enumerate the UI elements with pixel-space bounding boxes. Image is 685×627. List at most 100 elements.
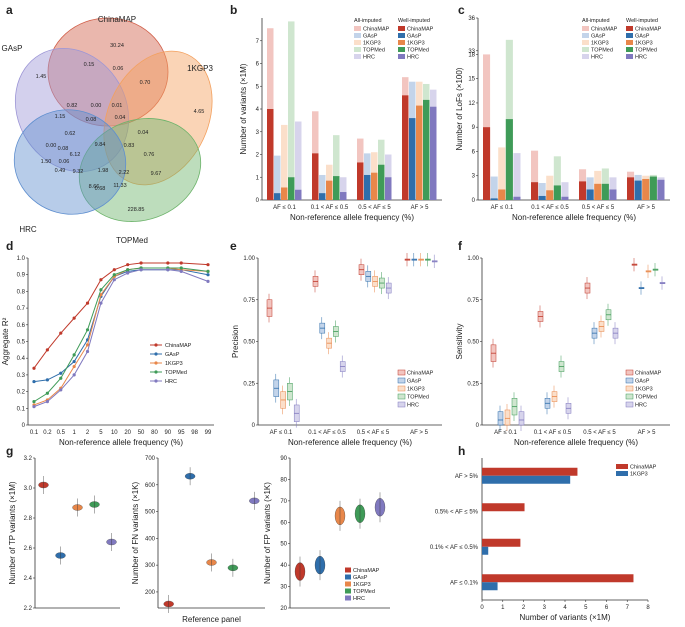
- chart-h-category-label: AF > 5%: [455, 474, 479, 480]
- chart-b-bar-well: [364, 174, 371, 200]
- chart-d-point: [45, 348, 49, 352]
- chart-g3-ytick-label: 30: [280, 585, 287, 591]
- chart-f-legend-swatch: [625, 393, 634, 400]
- chart-c-bar-well: [642, 178, 650, 200]
- chart-c-xlabel: Non-reference allele frequency (%): [512, 213, 636, 222]
- chart-d-ytick-label: 0.2: [17, 390, 26, 396]
- chart-e-legend-label: TOPMed: [407, 395, 429, 401]
- legend-all-title: All-imputed: [582, 18, 610, 24]
- chart-e-ytick-label: 0.50: [243, 340, 255, 346]
- chart-g1-ytick-label: 2.2: [24, 606, 33, 612]
- chart-e-ytick-label: 1.00: [243, 256, 255, 262]
- chart-f-xtick-label: 0.1 < AF ≤ 0.5: [534, 430, 572, 436]
- chart-d-point: [112, 278, 116, 282]
- legend-swatch-all: [354, 54, 361, 59]
- chart-d-point: [59, 371, 63, 375]
- chart-g-legend-swatch: [345, 567, 351, 573]
- chart-d-point: [59, 331, 63, 335]
- legend-swatch-all: [354, 47, 361, 52]
- chart-b-bar-well: [371, 172, 378, 200]
- chart-h-bar: [482, 582, 498, 591]
- legend-label-all: TOPMed: [363, 48, 385, 54]
- chart-d-line: [33, 262, 209, 369]
- panel-label-a: a: [6, 3, 13, 17]
- chart-g2-ytick-label: 200: [145, 590, 156, 596]
- chart-d-point: [45, 391, 49, 395]
- chart-h-xtick-label: 0: [480, 605, 484, 611]
- chart-g-legend-label: GAsP: [353, 575, 368, 581]
- chart-h-xtick-label: 5: [584, 605, 588, 611]
- chart-c-ytick-label: 0: [472, 198, 476, 204]
- venn-value: 0.70: [140, 80, 151, 86]
- chart-d-legend-label: TOPMed: [165, 370, 187, 376]
- chart-e-legend-swatch: [397, 369, 406, 376]
- chart-h-xtick-label: 6: [605, 605, 609, 611]
- chart-c-bar-well: [483, 127, 491, 200]
- venn-value: 9.67: [151, 171, 162, 177]
- venn-value: 0.08: [58, 146, 69, 152]
- legend-label-well: ChinaMAP: [635, 27, 662, 33]
- chart-d-line: [33, 267, 209, 403]
- chart-d-legend-label: GAsP: [165, 352, 180, 358]
- chart-c-bar-all: [586, 177, 594, 200]
- chart-g2-ylabel: Number of FN variants (×1K): [131, 481, 140, 584]
- chart-f-box: [518, 411, 525, 426]
- chart-e-legend-swatch: [397, 401, 406, 408]
- chart-g1-ytick-label: 2.6: [24, 546, 33, 552]
- chart-d-point: [206, 279, 210, 283]
- chart-b-bar-well: [267, 109, 274, 200]
- chart-b-bar-all: [340, 177, 347, 200]
- chart-c-bar-well: [553, 185, 561, 200]
- chart-b-bar-well: [319, 193, 326, 200]
- legend-label-well: ChinaMAP: [407, 27, 434, 33]
- chart-g2-ytick-label: 500: [145, 510, 156, 516]
- panel-label-h: h: [458, 444, 465, 458]
- chart-f-legend-swatch: [625, 385, 634, 392]
- chart-c-bar-well: [498, 189, 506, 200]
- chart-c-ytick-label: 36: [468, 16, 475, 22]
- chart-b-bar-well: [295, 189, 302, 200]
- chart-d-point: [112, 268, 116, 272]
- chart-f-box: [497, 411, 504, 426]
- chart-b-bar-well: [312, 153, 319, 200]
- chart-d-point: [166, 261, 170, 265]
- chart-c-bar-well: [531, 182, 539, 200]
- chart-h-bar: [482, 467, 578, 476]
- venn-value: 0.08: [86, 117, 97, 123]
- chart-d-point: [126, 271, 130, 275]
- legend-swatch-well: [398, 47, 405, 52]
- legend-label-well: HRC: [635, 55, 647, 61]
- chart-c-bar-all: [553, 156, 561, 200]
- chart-f-ylabel: Sensitivity: [455, 323, 464, 359]
- legend-swatch-all: [582, 47, 589, 52]
- chart-g2-ytick-label: 600: [145, 483, 156, 489]
- chart-c-bar-all: [546, 175, 554, 200]
- chart-c-bar-well: [649, 176, 657, 200]
- chart-b-ytick-label: 4: [256, 107, 260, 113]
- chart-d-ytick-label: 0.9: [17, 273, 26, 279]
- chart-c-ylabel: Number of LoFs (×100): [455, 67, 464, 150]
- venn-name-kgp3: 1KGP3: [187, 64, 213, 73]
- chart-e: 0 0.25 0.50 0.75 1.00 AF ≤ 0.1 0.1 < AF ≤ 0.5 0…: [231, 253, 442, 447]
- venn-value: 0.49: [55, 168, 66, 174]
- venn-value: 11.33: [113, 183, 126, 189]
- venn-value: 0.06: [113, 66, 124, 72]
- chart-d-point: [85, 301, 90, 305]
- legend-swatch-well: [626, 47, 633, 52]
- chart-h-xtick-label: 7: [626, 605, 630, 611]
- chart-g3-ytick-label: 50: [280, 542, 287, 548]
- chart-f-legend-label: 1KGP3: [635, 387, 653, 393]
- chart-d-xtick-label: 0.2: [43, 430, 52, 436]
- chart-d-point: [166, 268, 170, 272]
- chart-d-point: [72, 359, 76, 364]
- legend-swatch-well: [626, 26, 633, 31]
- venn-value: 0.06: [59, 159, 70, 165]
- chart-b-bar-all: [274, 155, 281, 200]
- panel-label-c: c: [458, 3, 465, 17]
- panel-label-e: e: [230, 239, 237, 253]
- chart-e-ytick-label: 0: [252, 423, 256, 429]
- chart-g3-ylabel: Number of FP variants (×1K): [263, 482, 272, 584]
- chart-c-bar-all: [609, 177, 617, 200]
- chart-e-xtick-label: AF > 5: [410, 430, 429, 436]
- chart-c-bar-well: [627, 177, 635, 200]
